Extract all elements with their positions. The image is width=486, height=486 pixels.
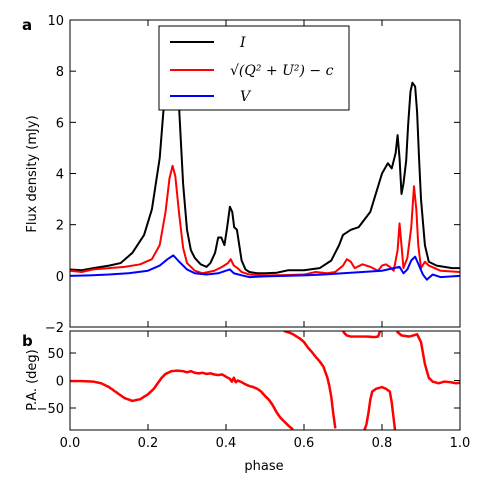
series-line-v — [70, 254, 460, 281]
legend-label-polarized: √(Q² + U²) − c — [230, 63, 334, 79]
panel-b: 0.0 0.2 0.4 0.6 0.8 1.0 −50 0 50 — [37, 330, 471, 451]
series-line-polarized — [70, 164, 460, 277]
panel-b-y-tick-label: 50 — [47, 347, 64, 362]
panel-a-y-axis-label: Flux density (mJy) — [25, 115, 40, 232]
x-tick-label: 0.0 — [60, 436, 81, 451]
panel-a-label: a — [22, 16, 32, 34]
panel-a-y-tick-label: 2 — [56, 219, 64, 234]
panel-a-y-tick-label: 0 — [56, 270, 64, 285]
panel-a-y-tick-label: 10 — [47, 14, 64, 29]
panel-b-label: b — [22, 332, 33, 350]
legend-label-i: I — [239, 35, 246, 51]
pa-point — [291, 427, 294, 430]
x-tick-label: 0.8 — [372, 436, 393, 451]
panel-b-y-tick-label: 0 — [56, 375, 64, 390]
panel-b-y-axis-label: P.A. (deg) — [25, 349, 40, 411]
legend: I √(Q² + U²) − c V — [158, 25, 350, 111]
panel-a-frame — [69, 19, 461, 328]
panel-b-frame — [69, 330, 461, 431]
x-tick-label: 0.4 — [216, 436, 237, 451]
legend-label-v: V — [240, 89, 252, 105]
pa-point — [393, 427, 397, 430]
x-axis-label: phase — [244, 459, 283, 474]
x-tick-label: 0.2 — [138, 436, 159, 451]
panel-a-y-tick-label: 8 — [56, 65, 64, 80]
panel-a-y-tick-label: 6 — [56, 116, 64, 131]
panel-b-points — [70, 331, 460, 430]
pa-point — [333, 425, 337, 429]
panel-a-y-tick-label: 4 — [56, 168, 64, 183]
x-tick-label: 0.6 — [294, 436, 315, 451]
panel-b-y-tick-label: −50 — [37, 402, 64, 417]
panel-a-y-tick-label: −2 — [45, 321, 64, 336]
x-tick-label: 1.0 — [450, 436, 471, 451]
